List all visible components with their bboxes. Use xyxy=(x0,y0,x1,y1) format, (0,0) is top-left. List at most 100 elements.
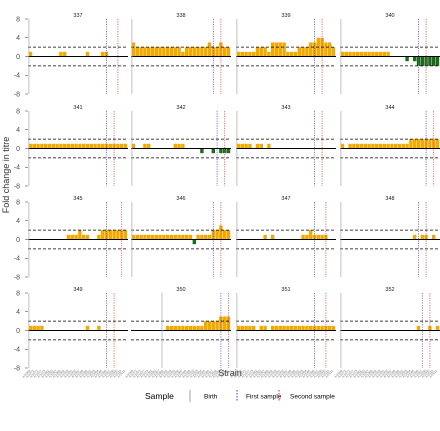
panel-strip-label: 338 xyxy=(176,13,185,19)
x-tick-label: A/2008 xyxy=(105,369,115,379)
x-tick-label: A/2002 xyxy=(290,369,300,379)
x-tick-label: A/1972 xyxy=(337,369,347,379)
bar xyxy=(435,325,440,331)
bar xyxy=(413,56,417,62)
panel-339: 339 xyxy=(236,13,336,94)
panel-344: 344 xyxy=(340,105,440,186)
bar xyxy=(166,325,170,331)
panel-strip-label: 347 xyxy=(281,196,290,202)
bar xyxy=(154,47,158,57)
bar xyxy=(89,143,93,149)
x-tick-label: A/1989 xyxy=(364,369,374,379)
bar xyxy=(371,51,375,57)
bar xyxy=(432,56,436,66)
bar xyxy=(236,51,241,57)
x-tick-label: A/2007 xyxy=(101,369,111,379)
bar xyxy=(204,234,208,240)
x-tick-label: A/1995 xyxy=(375,369,385,379)
bar xyxy=(394,143,398,149)
bar xyxy=(104,230,109,240)
x-tick-label: A/1992 xyxy=(55,369,65,379)
x-tick-label: A/2003 xyxy=(398,369,408,379)
bar xyxy=(108,230,112,240)
panel-strip-label: 345 xyxy=(73,196,82,202)
bar xyxy=(36,325,40,331)
bar xyxy=(236,325,241,331)
panel-strip-label: 342 xyxy=(176,105,185,111)
panel-350: 350A/1968A/1972A/1975A/1977A/1979A/1982A… xyxy=(124,287,231,379)
bar xyxy=(173,143,177,149)
bar xyxy=(93,143,97,149)
bar xyxy=(82,234,86,240)
bar xyxy=(143,143,147,149)
x-tick-label: A/1979 xyxy=(348,369,358,379)
bar xyxy=(207,321,212,331)
legend: Sample Birth First sample Second sample xyxy=(145,390,335,402)
bar xyxy=(386,51,390,57)
bar xyxy=(378,51,383,57)
bar xyxy=(200,148,204,154)
x-tick-label: A/1972 xyxy=(25,369,35,379)
x-tick-label: A/2004 xyxy=(402,369,412,379)
x-tick-label: A/1977 xyxy=(136,369,146,379)
bar xyxy=(116,143,120,149)
bar xyxy=(428,56,432,66)
bar xyxy=(305,325,309,331)
bar xyxy=(435,56,440,66)
bar xyxy=(382,143,386,149)
panel-342: 342 xyxy=(131,105,231,186)
x-tick-label: A/2000 xyxy=(78,369,88,379)
bar xyxy=(173,47,177,57)
bar xyxy=(301,234,305,240)
x-tick-label: A/2005 xyxy=(405,369,415,379)
x-tick-label: A/2004 xyxy=(90,369,100,379)
bar xyxy=(28,143,33,149)
bar xyxy=(200,325,204,331)
bar xyxy=(204,47,208,57)
bar xyxy=(271,42,275,57)
x-tick-label: A/2010 xyxy=(424,369,434,379)
panel-352: 352A/1968A/1972A/1975A/1977A/1979A/1982A… xyxy=(333,287,440,379)
x-tick-label: A/1982 xyxy=(143,369,153,379)
x-tick-label: A/2010 xyxy=(215,369,225,379)
y-tick-label: -8 xyxy=(14,183,20,190)
bar xyxy=(356,143,360,149)
bar xyxy=(158,47,162,57)
bar xyxy=(259,143,263,149)
bar xyxy=(223,230,227,240)
bar xyxy=(211,47,215,57)
bar xyxy=(108,143,112,149)
panel-345: 345 -8 -4 0 4 8 xyxy=(14,196,128,281)
bar xyxy=(278,325,282,331)
bar xyxy=(305,234,309,240)
x-tick-label: A/2007 xyxy=(204,369,214,379)
panel-strip-label: 341 xyxy=(73,105,82,111)
bar xyxy=(59,143,63,149)
bar xyxy=(324,42,328,57)
x-tick-label: A/1987 xyxy=(48,369,58,379)
x-tick-label: A/2000 xyxy=(390,369,400,379)
bar xyxy=(188,325,193,331)
bar xyxy=(120,143,124,149)
bar xyxy=(40,143,44,149)
x-tick-label: A/1989 xyxy=(155,369,165,379)
x-tick-label: A/1985 xyxy=(356,369,366,379)
bar xyxy=(359,51,364,57)
bar xyxy=(286,51,290,57)
bar xyxy=(143,47,147,57)
bar xyxy=(215,230,219,240)
bar xyxy=(286,325,290,331)
legend-entry-birth: Birth xyxy=(189,390,218,402)
x-tick-label: A/2000 xyxy=(286,369,296,379)
legend-label-second-sample: Second sample xyxy=(290,394,335,401)
x-tick-label: A/1993 xyxy=(267,369,277,379)
bar xyxy=(244,51,248,57)
x-tick-label: A/1975 xyxy=(132,369,142,379)
bar xyxy=(196,234,200,240)
bar xyxy=(63,143,67,149)
y-tick-label: 0 xyxy=(16,146,20,153)
panel-348: 348 xyxy=(340,196,440,277)
y-tick-label: 8 xyxy=(16,290,20,297)
bar xyxy=(162,47,166,57)
panel-strip-label: 346 xyxy=(176,196,185,202)
